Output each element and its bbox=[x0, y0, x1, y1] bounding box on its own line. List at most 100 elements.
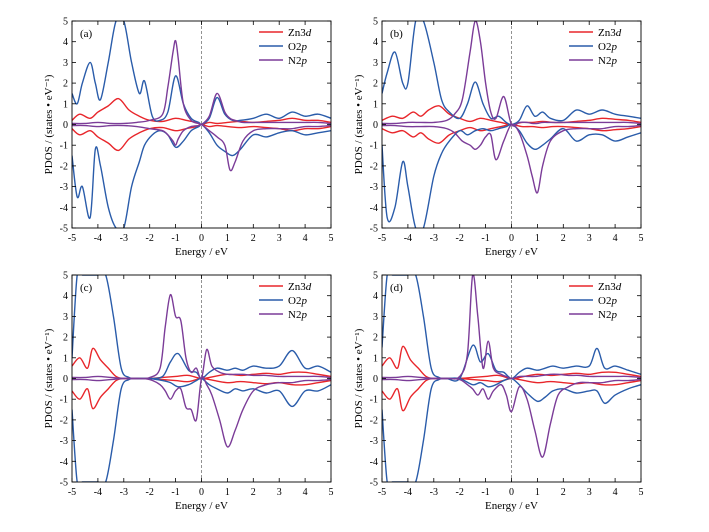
y-tick-label: -3 bbox=[370, 436, 378, 447]
x-tick-label: 4 bbox=[303, 487, 308, 498]
y-tick-label: 3 bbox=[63, 58, 68, 69]
series-line-o2p-spin-down bbox=[382, 377, 641, 482]
x-tick-label: -2 bbox=[146, 233, 154, 244]
y-tick-label: 3 bbox=[373, 312, 378, 323]
x-tick-label: -5 bbox=[378, 233, 386, 244]
y-tick-label: 5 bbox=[373, 17, 378, 28]
x-tick-label: 5 bbox=[329, 487, 334, 498]
series-line-n2p-spin-down bbox=[72, 375, 331, 448]
legend-label-n2p: N2p bbox=[598, 309, 617, 321]
y-tick-label: 4 bbox=[63, 37, 68, 48]
legend-label-zn3d: Zn3d bbox=[288, 27, 312, 39]
series-line-n2p-spin-up bbox=[72, 39, 331, 126]
series-line-o2p-spin-down bbox=[72, 377, 331, 482]
series-line-o2p-spin-up bbox=[72, 21, 331, 126]
y-tick-label: 5 bbox=[63, 17, 68, 28]
x-tick-label: 0 bbox=[199, 487, 204, 498]
y-tick-label: 1 bbox=[373, 99, 378, 110]
series-line-o2p-spin-down bbox=[382, 123, 641, 228]
y-axis-label: PDOS / (states • eV⁻¹) bbox=[353, 328, 365, 428]
y-tick-label: -1 bbox=[370, 141, 378, 152]
y-tick-label: -5 bbox=[60, 224, 68, 235]
x-tick-label: 5 bbox=[329, 233, 334, 244]
panel-label: (a) bbox=[80, 28, 93, 40]
y-tick-label: 5 bbox=[373, 271, 378, 282]
y-tick-label: 0 bbox=[373, 374, 378, 385]
x-tick-label: -1 bbox=[171, 233, 179, 244]
legend-label-n2p: N2p bbox=[598, 55, 617, 67]
y-tick-label: -2 bbox=[370, 415, 378, 426]
y-tick-label: 4 bbox=[373, 291, 378, 302]
y-tick-label: 5 bbox=[63, 271, 68, 282]
series-line-zn3d-spin-up bbox=[72, 347, 331, 380]
y-axis-label: PDOS / (states • eV⁻¹) bbox=[43, 328, 55, 428]
x-tick-label: -1 bbox=[171, 487, 179, 498]
legend-label-o2p: O2p bbox=[598, 41, 617, 53]
series-curves bbox=[72, 21, 331, 228]
series-line-o2p-spin-down bbox=[72, 123, 331, 228]
y-tick-label: -1 bbox=[60, 141, 68, 152]
legend-label-zn3d: Zn3d bbox=[598, 27, 622, 39]
x-tick-label: -1 bbox=[481, 487, 489, 498]
x-tick-label: 1 bbox=[225, 233, 230, 244]
legend-label-zn3d: Zn3d bbox=[288, 281, 312, 293]
series-line-o2p-spin-up bbox=[72, 275, 331, 380]
series-line-o2p-spin-up bbox=[382, 21, 641, 126]
x-tick-label: 2 bbox=[561, 233, 566, 244]
series-curves bbox=[72, 275, 331, 482]
series-line-zn3d-spin-up bbox=[382, 105, 641, 126]
y-tick-label: -5 bbox=[60, 478, 68, 489]
x-tick-label: 2 bbox=[561, 487, 566, 498]
y-tick-label: 2 bbox=[63, 79, 68, 90]
y-axis-label: PDOS / (states • eV⁻¹) bbox=[43, 74, 55, 174]
y-tick-label: -3 bbox=[60, 436, 68, 447]
x-tick-label: -5 bbox=[68, 233, 76, 244]
x-tick-label: -1 bbox=[481, 233, 489, 244]
x-tick-label: -3 bbox=[430, 487, 438, 498]
y-tick-label: -3 bbox=[60, 182, 68, 193]
legend-label-o2p: O2p bbox=[288, 41, 307, 53]
y-tick-label: 0 bbox=[373, 120, 378, 131]
x-tick-label: -3 bbox=[120, 487, 128, 498]
x-tick-label: 1 bbox=[535, 487, 540, 498]
y-tick-label: 1 bbox=[63, 353, 68, 364]
x-tick-label: -3 bbox=[120, 233, 128, 244]
x-tick-label: -2 bbox=[456, 487, 464, 498]
x-tick-label: 0 bbox=[509, 233, 514, 244]
legend-label-o2p: O2p bbox=[288, 295, 307, 307]
x-tick-label: 2 bbox=[251, 233, 256, 244]
legend-label-zn3d: Zn3d bbox=[598, 281, 622, 293]
y-tick-label: 2 bbox=[373, 79, 378, 90]
y-tick-label: 0 bbox=[63, 120, 68, 131]
pdos-panel-b: -5 -4 -3 -2 -1 0 1 2 3 4 5 -5 -4 -3 -2 -1 0 1 2 3 4 5 Energy /… bbox=[353, 17, 644, 259]
y-tick-label: -4 bbox=[60, 457, 68, 468]
x-tick-label: -4 bbox=[404, 487, 412, 498]
x-tick-label: -5 bbox=[378, 487, 386, 498]
y-tick-label: -2 bbox=[370, 161, 378, 172]
series-line-n2p-spin-down bbox=[382, 377, 641, 458]
pdos-panel-a: -5 -4 -3 -2 -1 0 1 2 3 4 5 -5 -4 -3 -2 -1 0 1 2 3 4 5 Energy /… bbox=[43, 17, 334, 259]
y-tick-label: 4 bbox=[373, 37, 378, 48]
panel-label: (d) bbox=[390, 282, 403, 294]
y-tick-label: -2 bbox=[60, 161, 68, 172]
legend-label-n2p: N2p bbox=[288, 309, 307, 321]
x-tick-label: 3 bbox=[277, 233, 282, 244]
x-tick-label: 1 bbox=[225, 487, 230, 498]
x-tick-label: -5 bbox=[68, 487, 76, 498]
x-axis-label: Energy / eV bbox=[175, 500, 228, 512]
y-tick-label: -4 bbox=[370, 457, 378, 468]
y-tick-label: -5 bbox=[370, 224, 378, 235]
x-tick-label: -2 bbox=[146, 487, 154, 498]
panel-label: (b) bbox=[390, 28, 403, 40]
x-tick-label: 2 bbox=[251, 487, 256, 498]
y-tick-label: 4 bbox=[63, 291, 68, 302]
series-curves bbox=[382, 21, 641, 228]
x-tick-label: 1 bbox=[535, 233, 540, 244]
x-tick-label: 0 bbox=[509, 487, 514, 498]
y-tick-label: -1 bbox=[370, 395, 378, 406]
x-tick-label: -3 bbox=[430, 233, 438, 244]
series-line-n2p-spin-down bbox=[382, 123, 641, 194]
x-tick-label: -4 bbox=[404, 233, 412, 244]
x-tick-label: 4 bbox=[613, 487, 618, 498]
x-tick-label: -4 bbox=[94, 487, 102, 498]
